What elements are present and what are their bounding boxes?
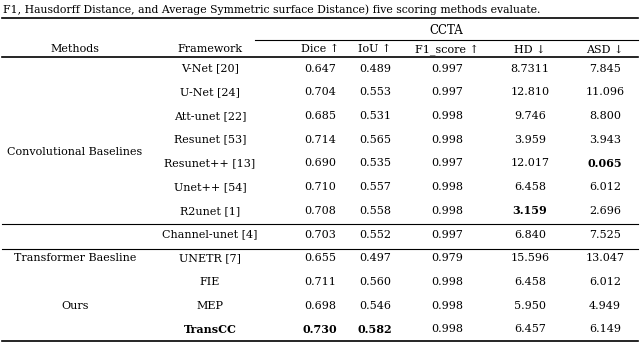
Text: 4.949: 4.949 xyxy=(589,301,621,311)
Text: 3.159: 3.159 xyxy=(513,206,547,216)
Text: 0.552: 0.552 xyxy=(359,230,391,239)
Text: F1_score ↑: F1_score ↑ xyxy=(415,44,479,55)
Text: IoU ↑: IoU ↑ xyxy=(358,45,392,55)
Text: R2unet [1]: R2unet [1] xyxy=(180,206,240,216)
Text: 0.997: 0.997 xyxy=(431,64,463,73)
Text: Resunet [53]: Resunet [53] xyxy=(173,135,246,145)
Text: 0.557: 0.557 xyxy=(359,182,391,192)
Text: 3.959: 3.959 xyxy=(514,135,546,145)
Text: 0.546: 0.546 xyxy=(359,301,391,311)
Text: 0.998: 0.998 xyxy=(431,182,463,192)
Text: 3.943: 3.943 xyxy=(589,135,621,145)
Text: 15.596: 15.596 xyxy=(511,253,550,263)
Text: 0.655: 0.655 xyxy=(304,253,336,263)
Text: Framework: Framework xyxy=(177,45,243,55)
Text: Convolutional Baselines: Convolutional Baselines xyxy=(8,147,143,156)
Text: 0.531: 0.531 xyxy=(359,111,391,121)
Text: 6.012: 6.012 xyxy=(589,277,621,287)
Text: 0.997: 0.997 xyxy=(431,230,463,239)
Text: 0.690: 0.690 xyxy=(304,158,336,169)
Text: HD ↓: HD ↓ xyxy=(515,45,546,55)
Text: 0.979: 0.979 xyxy=(431,253,463,263)
Text: 0.730: 0.730 xyxy=(303,324,337,335)
Text: Unet++ [54]: Unet++ [54] xyxy=(173,182,246,192)
Text: 0.998: 0.998 xyxy=(431,111,463,121)
Text: 0.647: 0.647 xyxy=(304,64,336,73)
Text: Transformer Baesline: Transformer Baesline xyxy=(14,253,136,263)
Text: V-Net [20]: V-Net [20] xyxy=(181,64,239,73)
Text: 0.698: 0.698 xyxy=(304,301,336,311)
Text: 0.998: 0.998 xyxy=(431,206,463,216)
Text: Dice ↑: Dice ↑ xyxy=(301,45,339,55)
Text: 13.047: 13.047 xyxy=(586,253,625,263)
Text: 6.149: 6.149 xyxy=(589,325,621,335)
Text: 0.489: 0.489 xyxy=(359,64,391,73)
Text: 12.017: 12.017 xyxy=(511,158,550,169)
Text: 0.710: 0.710 xyxy=(304,182,336,192)
Text: 12.810: 12.810 xyxy=(511,87,550,97)
Text: CCTA: CCTA xyxy=(429,24,463,36)
Text: UNETR [7]: UNETR [7] xyxy=(179,253,241,263)
Text: 8.800: 8.800 xyxy=(589,111,621,121)
Text: 0.685: 0.685 xyxy=(304,111,336,121)
Text: 0.997: 0.997 xyxy=(431,87,463,97)
Text: 0.998: 0.998 xyxy=(431,325,463,335)
Text: 0.704: 0.704 xyxy=(304,87,336,97)
Text: 0.711: 0.711 xyxy=(304,277,336,287)
Text: 0.558: 0.558 xyxy=(359,206,391,216)
Text: U-Net [24]: U-Net [24] xyxy=(180,87,240,97)
Text: 0.703: 0.703 xyxy=(304,230,336,239)
Text: 0.998: 0.998 xyxy=(431,301,463,311)
Text: 6.840: 6.840 xyxy=(514,230,546,239)
Text: 7.845: 7.845 xyxy=(589,64,621,73)
Text: 0.708: 0.708 xyxy=(304,206,336,216)
Text: 8.7311: 8.7311 xyxy=(511,64,550,73)
Text: 0.997: 0.997 xyxy=(431,158,463,169)
Text: 0.553: 0.553 xyxy=(359,87,391,97)
Text: 0.065: 0.065 xyxy=(588,158,622,169)
Text: 6.458: 6.458 xyxy=(514,277,546,287)
Text: 9.746: 9.746 xyxy=(514,111,546,121)
Text: ASD ↓: ASD ↓ xyxy=(586,45,624,55)
Text: MEP: MEP xyxy=(196,301,223,311)
Text: 6.457: 6.457 xyxy=(514,325,546,335)
Text: 0.582: 0.582 xyxy=(358,324,392,335)
Text: 0.560: 0.560 xyxy=(359,277,391,287)
Text: Att-unet [22]: Att-unet [22] xyxy=(173,111,246,121)
Text: Channel-unet [4]: Channel-unet [4] xyxy=(163,230,258,239)
Text: 0.714: 0.714 xyxy=(304,135,336,145)
Text: F1, Hausdorff Distance, and Average Symmetric surface Distance) five scoring met: F1, Hausdorff Distance, and Average Symm… xyxy=(3,4,540,15)
Text: 0.497: 0.497 xyxy=(359,253,391,263)
Text: FIE: FIE xyxy=(200,277,220,287)
Text: Ours: Ours xyxy=(61,301,89,311)
Text: 0.535: 0.535 xyxy=(359,158,391,169)
Text: 0.998: 0.998 xyxy=(431,135,463,145)
Text: Resunet++ [13]: Resunet++ [13] xyxy=(164,158,255,169)
Text: 11.096: 11.096 xyxy=(586,87,625,97)
Text: 5.950: 5.950 xyxy=(514,301,546,311)
Text: 6.458: 6.458 xyxy=(514,182,546,192)
Text: 0.565: 0.565 xyxy=(359,135,391,145)
Text: 0.998: 0.998 xyxy=(431,277,463,287)
Text: 6.012: 6.012 xyxy=(589,182,621,192)
Text: 2.696: 2.696 xyxy=(589,206,621,216)
Text: 7.525: 7.525 xyxy=(589,230,621,239)
Text: TransCC: TransCC xyxy=(184,324,236,335)
Text: Methods: Methods xyxy=(51,45,99,55)
